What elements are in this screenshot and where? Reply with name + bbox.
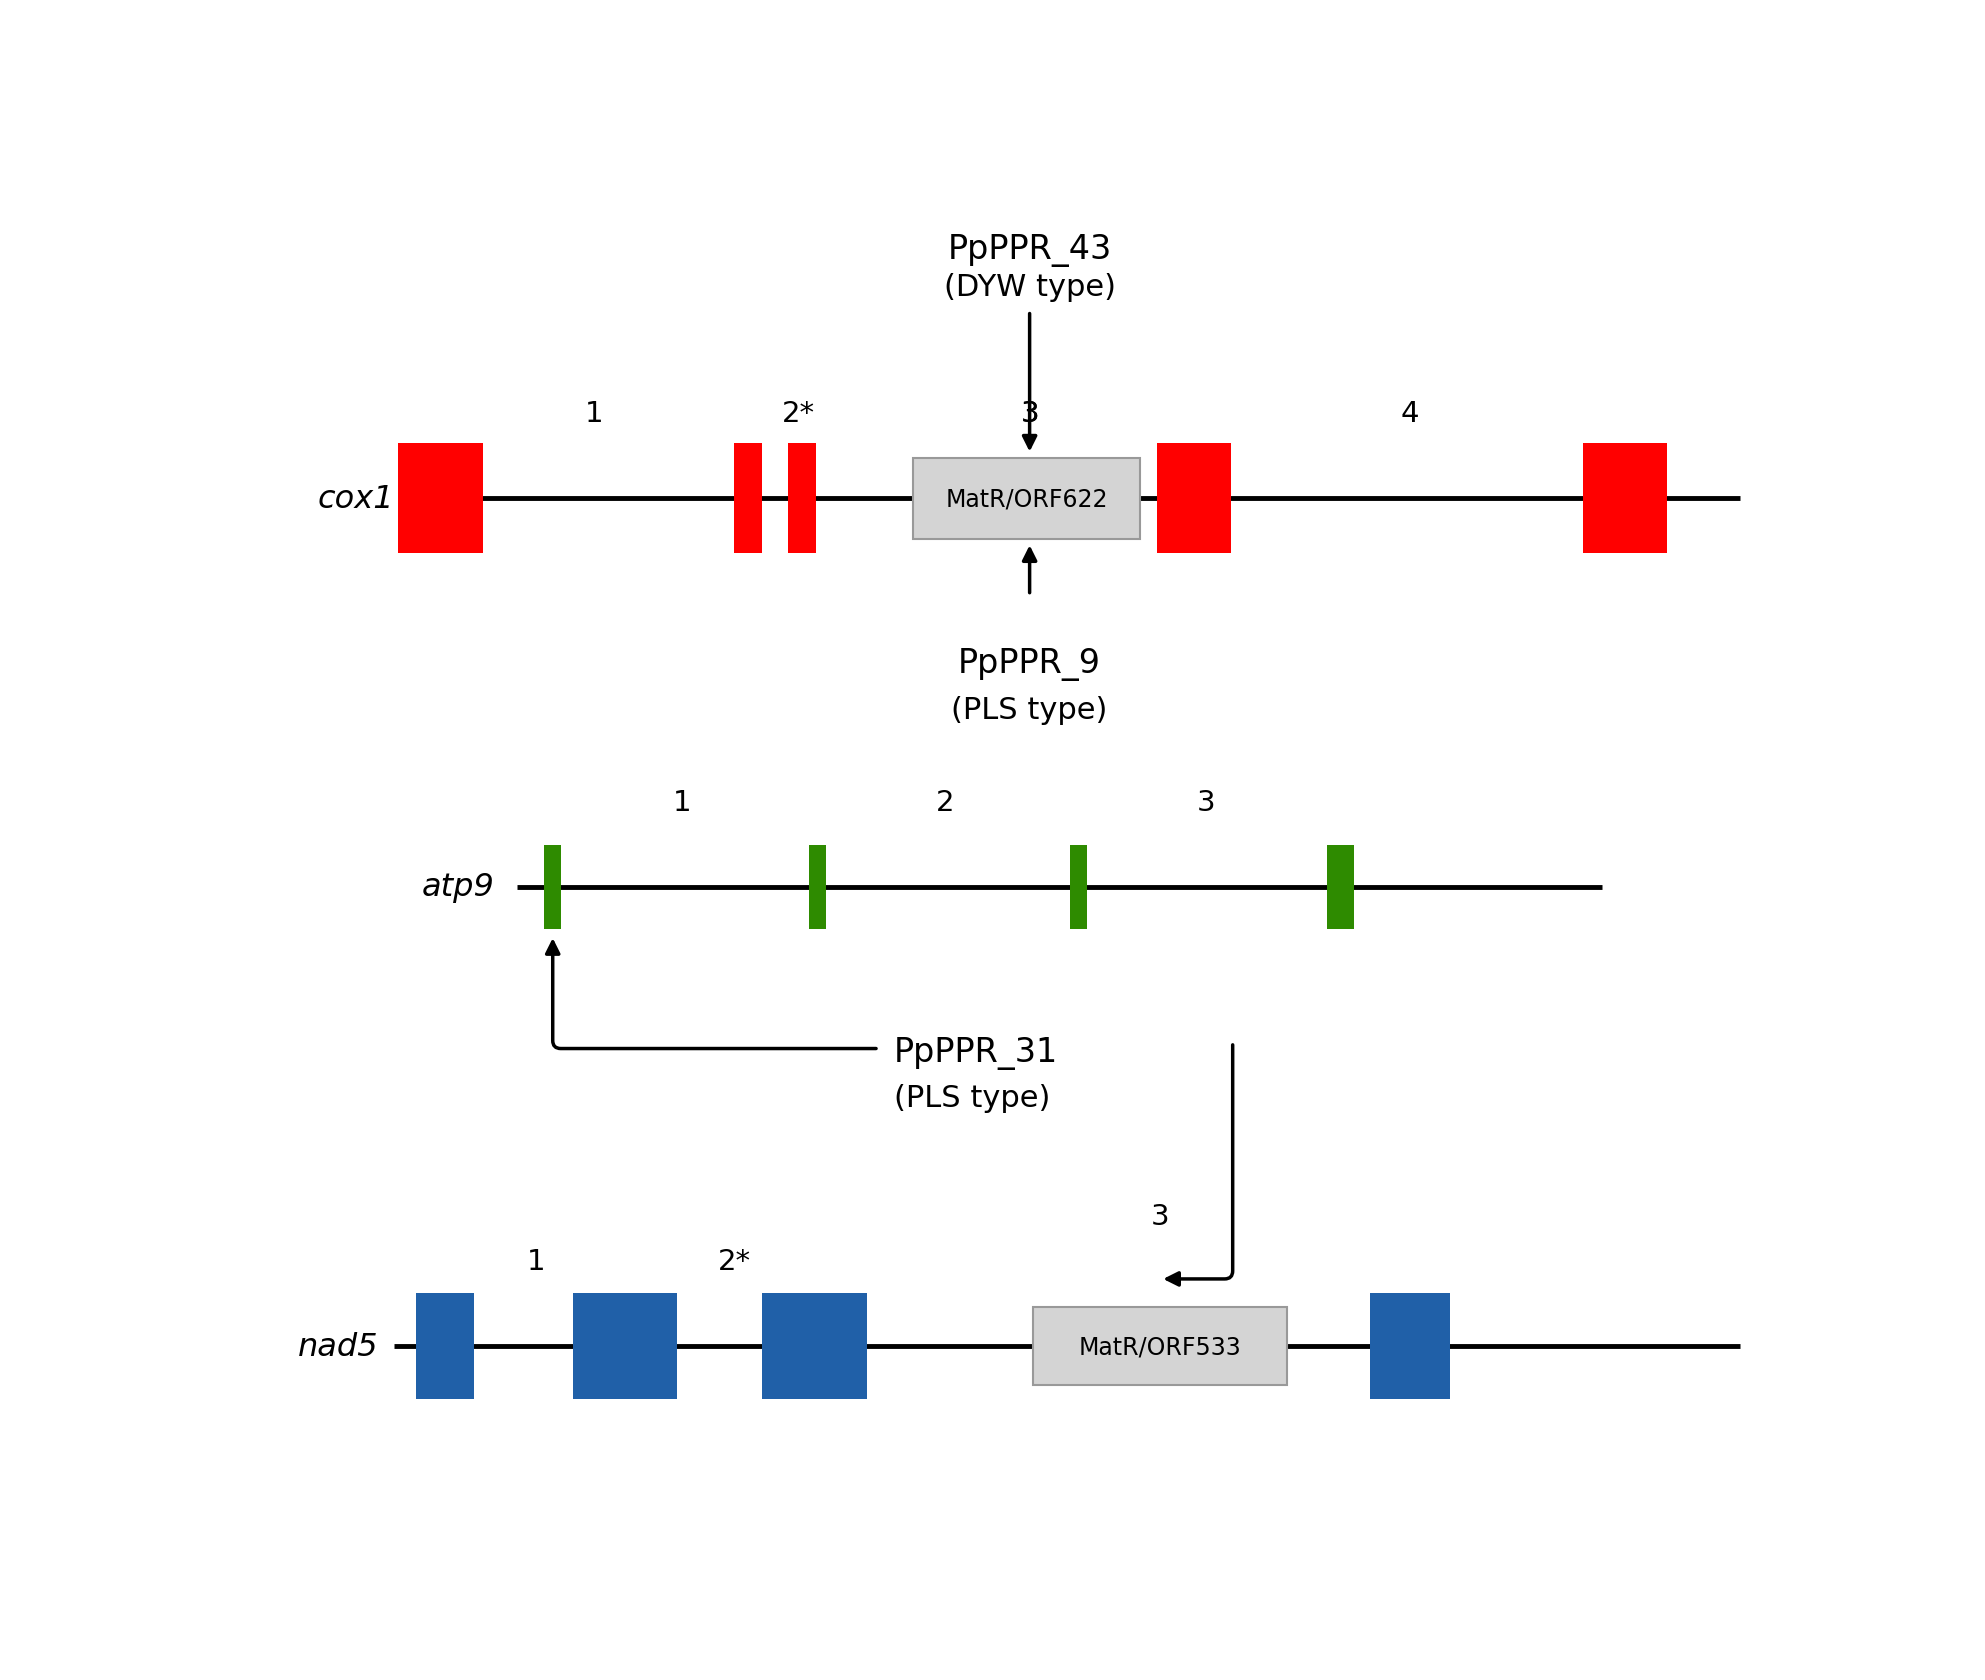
Bar: [415, 1294, 474, 1399]
Bar: [1157, 444, 1231, 554]
Text: 2*: 2*: [782, 400, 816, 428]
Text: 3: 3: [1151, 1201, 1169, 1230]
Bar: [913, 459, 1141, 539]
Text: (PLS type): (PLS type): [951, 696, 1108, 724]
Bar: [399, 444, 482, 554]
Bar: [544, 845, 562, 929]
Text: atp9: atp9: [421, 872, 494, 902]
Text: 3: 3: [1197, 788, 1217, 816]
Text: MatR/ORF622: MatR/ORF622: [945, 487, 1108, 511]
Text: 1: 1: [586, 400, 603, 428]
Text: PpPPR_43: PpPPR_43: [947, 234, 1112, 267]
Bar: [808, 845, 826, 929]
Text: 1: 1: [673, 788, 691, 816]
Bar: [1032, 1307, 1286, 1386]
Text: 1: 1: [526, 1247, 546, 1275]
Text: 2: 2: [935, 788, 955, 816]
Text: nad5: nad5: [298, 1331, 379, 1362]
Bar: [574, 1294, 677, 1399]
Text: (DYW type): (DYW type): [943, 272, 1116, 302]
Bar: [1326, 845, 1354, 929]
Bar: [1070, 845, 1088, 929]
Bar: [762, 1294, 867, 1399]
Text: 3: 3: [1020, 400, 1038, 428]
Bar: [788, 444, 816, 554]
Text: 3: 3: [1020, 400, 1038, 428]
Text: MatR/ORF533: MatR/ORF533: [1078, 1334, 1241, 1359]
Text: 2*: 2*: [719, 1247, 750, 1275]
Text: cox1: cox1: [318, 484, 395, 514]
Text: PpPPR_31: PpPPR_31: [893, 1037, 1058, 1068]
Text: (PLS type): (PLS type): [893, 1084, 1050, 1112]
Text: 4: 4: [1399, 400, 1419, 428]
Bar: [734, 444, 762, 554]
Bar: [1582, 444, 1667, 554]
Bar: [1370, 1294, 1449, 1399]
Text: PpPPR_9: PpPPR_9: [959, 648, 1102, 680]
